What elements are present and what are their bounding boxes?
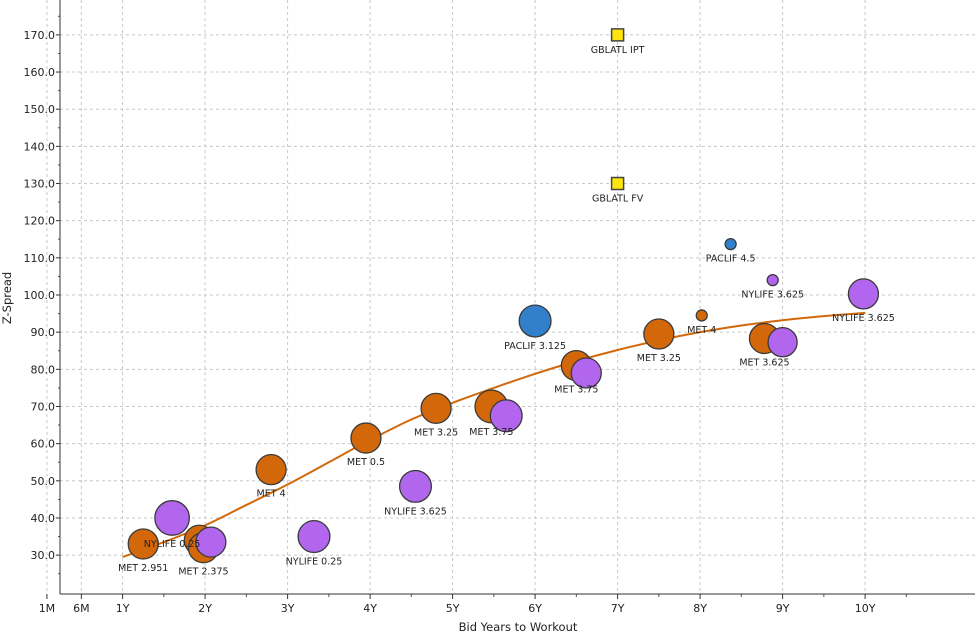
y-tick-label: 170.0 xyxy=(24,29,56,42)
point-met xyxy=(420,392,452,424)
point-label: NYLIFE 0.25 xyxy=(144,539,201,550)
point-met xyxy=(350,422,382,454)
point-label: GBLATL FV xyxy=(592,194,644,205)
y-tick-label: 150.0 xyxy=(24,103,56,116)
x-tick-label: 4Y xyxy=(363,602,377,615)
x-tick-label: 2Y xyxy=(198,602,212,615)
point-met xyxy=(695,309,708,322)
y-tick-label: 160.0 xyxy=(24,66,56,79)
y-tick-label: 100.0 xyxy=(24,289,56,302)
y-tick-label: 60.0 xyxy=(31,438,56,451)
x-tick-label: 3Y xyxy=(281,602,295,615)
x-axis-title: Bid Years to Workout xyxy=(459,620,578,634)
x-tick-label: 1M xyxy=(39,602,56,615)
point-paclif xyxy=(724,237,737,251)
point-label: MET 3.75 xyxy=(554,385,598,396)
point-label: MET 2.375 xyxy=(178,567,228,578)
point-label: MET 4 xyxy=(687,325,716,336)
point-label: MET 2.951 xyxy=(118,563,168,574)
y-tick-label: 50.0 xyxy=(31,475,56,488)
grid xyxy=(46,0,975,594)
point-label: MET 3.75 xyxy=(469,427,513,438)
point-label: NYLIFE 0.25 xyxy=(286,556,343,567)
point-met xyxy=(255,454,287,486)
x-tick-label: 8Y xyxy=(693,602,707,615)
x-tick-label: 7Y xyxy=(611,602,625,615)
point-label: PACLIF 4.5 xyxy=(706,254,756,265)
y-tick-label: 130.0 xyxy=(24,178,56,191)
point-label: GBLATL IPT xyxy=(591,45,645,56)
point-label: PACLIF 3.125 xyxy=(504,341,566,352)
point-nylife xyxy=(767,326,798,358)
point-label: MET 4 xyxy=(257,489,286,500)
axes: 30.0 40.0 50.0 60.0 70.0 80.0 90.0 100.0 110.0 12… xyxy=(24,0,975,615)
point-label: MET 0.5 xyxy=(347,457,385,468)
point-label: MET 3.25 xyxy=(637,353,681,364)
x-tick-label: 6M xyxy=(73,602,90,615)
point-label: NYLIFE 3.625 xyxy=(832,313,895,324)
y-tick-label: 30.0 xyxy=(31,549,56,562)
y-tick-label: 40.0 xyxy=(31,512,56,525)
y-tick-label: 140.0 xyxy=(24,140,56,153)
point-met xyxy=(643,318,675,350)
y-axis-title: Z-Spread xyxy=(0,272,14,324)
x-tick-label: 6Y xyxy=(528,602,542,615)
point-nylife xyxy=(570,357,602,389)
point-label: MET 3.625 xyxy=(739,357,789,368)
point-label: NYLIFE 3.625 xyxy=(741,290,804,301)
point-nylife xyxy=(195,526,227,558)
y-tick-label: 80.0 xyxy=(31,363,56,376)
y-tick-label: 120.0 xyxy=(24,215,56,228)
point-label: NYLIFE 3.625 xyxy=(384,506,447,517)
point-gblatl xyxy=(610,176,625,191)
point-gblatl xyxy=(610,28,625,42)
points-layer xyxy=(127,28,880,564)
point-met xyxy=(127,528,159,560)
point-nylife xyxy=(398,469,433,503)
x-tick-label: 9Y xyxy=(776,602,790,615)
fit-curve xyxy=(122,311,866,558)
point-nylife xyxy=(766,273,779,287)
y-tick-label: 90.0 xyxy=(31,326,56,339)
x-tick-label: 5Y xyxy=(446,602,460,615)
point-label: MET 3.25 xyxy=(414,427,458,438)
y-tick-label: 110.0 xyxy=(24,252,56,265)
point-labels-layer: MET 2.951 MET 2.375 MET 4 MET 0.5 MET 3.25 ME… xyxy=(118,45,895,578)
x-tick-label: 10Y xyxy=(855,602,876,615)
point-paclif xyxy=(518,304,552,338)
x-tick-label: 1Y xyxy=(116,602,130,615)
point-nylife xyxy=(847,278,880,310)
y-tick-label: 70.0 xyxy=(31,400,56,413)
point-nylife xyxy=(154,500,191,536)
fit-curve-layer xyxy=(122,311,866,558)
point-nylife xyxy=(489,399,523,433)
point-nylife xyxy=(297,519,331,554)
